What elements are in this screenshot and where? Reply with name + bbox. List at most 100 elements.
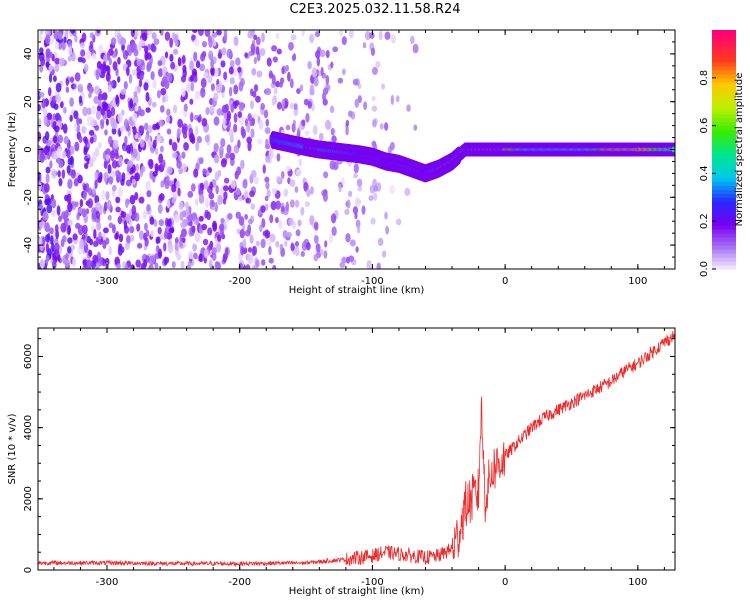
- snr-ylabel: SNR (10 * v/v): [7, 413, 18, 484]
- noise-speck: [95, 236, 99, 247]
- noise-speck: [271, 97, 276, 106]
- noise-speck: [341, 256, 348, 264]
- noise-speck: [210, 66, 215, 76]
- noise-speck: [88, 187, 93, 196]
- heatmap-xtick-label: -300: [96, 276, 119, 287]
- noise-speck: [123, 118, 129, 129]
- noise-speck: [222, 254, 227, 263]
- colorbar-swatch: [712, 65, 736, 71]
- noise-speck: [276, 153, 281, 162]
- heatmap-ytick-label: 20: [23, 95, 34, 108]
- colorbar-swatch: [712, 253, 736, 258]
- noise-speck: [368, 195, 374, 201]
- noise-speck: [121, 109, 125, 116]
- noise-speck: [370, 217, 376, 225]
- noise-speck: [171, 141, 178, 152]
- noise-speck: [379, 123, 384, 130]
- noise-speck: [341, 177, 345, 186]
- noise-speck: [279, 243, 284, 250]
- noise-speck: [354, 196, 361, 208]
- noise-speck: [331, 135, 337, 144]
- colorbar-swatch: [712, 193, 736, 198]
- noise-speck: [108, 222, 114, 229]
- noise-speck: [312, 124, 318, 136]
- noise-speck: [229, 152, 236, 161]
- noise-speck: [313, 221, 319, 231]
- noise-speck: [222, 185, 229, 192]
- noise-speck: [216, 263, 221, 269]
- noise-speck: [271, 45, 278, 52]
- noise-speck: [38, 182, 42, 192]
- noise-speck: [173, 214, 180, 223]
- colorbar-swatch: [712, 141, 736, 147]
- noise-speck: [372, 192, 378, 201]
- noise-speck: [355, 246, 359, 253]
- noise-speck: [126, 165, 131, 173]
- noise-speck: [101, 189, 106, 201]
- noise-speck: [126, 144, 132, 154]
- noise-speck: [39, 258, 46, 269]
- colorbar-swatch: [712, 97, 736, 103]
- noise-speck: [83, 190, 87, 201]
- noise-speck: [295, 246, 300, 257]
- noise-speck: [158, 219, 165, 227]
- noise-speck: [157, 68, 164, 77]
- noise-speck: [280, 206, 285, 212]
- noise-speck: [375, 61, 381, 68]
- noise-speck: [166, 108, 171, 116]
- noise-speck: [114, 256, 120, 266]
- noise-speck: [238, 81, 244, 92]
- noise-speck: [238, 216, 245, 226]
- noise-speck: [198, 30, 204, 37]
- noise-speck: [139, 169, 144, 178]
- noise-speck: [52, 135, 58, 144]
- noise-speck: [144, 222, 148, 231]
- noise-speck: [83, 63, 89, 73]
- noise-speck: [142, 210, 147, 220]
- heatmap-xtick-label: 0: [502, 276, 508, 287]
- noise-speck: [105, 118, 109, 126]
- noise-speck: [77, 86, 84, 93]
- noise-speck: [54, 41, 60, 50]
- noise-speck: [214, 67, 219, 78]
- noise-speck: [272, 264, 277, 269]
- noise-speck: [290, 243, 295, 251]
- noise-speck: [313, 76, 319, 87]
- noise-speck: [151, 32, 157, 40]
- noise-speck: [43, 115, 48, 126]
- noise-speck: [353, 172, 358, 179]
- noise-speck: [96, 221, 102, 231]
- noise-speck: [54, 57, 61, 65]
- noise-speck: [217, 52, 222, 59]
- noise-speck: [216, 243, 222, 253]
- noise-speck: [211, 252, 217, 261]
- noise-speck: [125, 198, 129, 209]
- noise-speck: [166, 128, 172, 135]
- noise-speck: [242, 238, 247, 249]
- noise-speck: [172, 152, 178, 159]
- noise-speck: [352, 78, 359, 86]
- noise-speck: [192, 30, 198, 34]
- noise-speck: [169, 53, 174, 62]
- noise-speck: [77, 174, 83, 184]
- noise-speck: [213, 116, 220, 126]
- noise-speck: [79, 42, 85, 49]
- noise-speck: [102, 61, 107, 70]
- noise-speck: [48, 73, 53, 83]
- noise-speck: [118, 233, 124, 243]
- noise-speck: [246, 123, 251, 133]
- figure-title: C2E3.2025.032.11.58.R24: [289, 2, 461, 17]
- noise-speck: [91, 207, 97, 215]
- colorbar-swatch: [712, 113, 736, 119]
- noise-speck: [193, 51, 198, 62]
- noise-speck: [250, 30, 255, 37]
- noise-speck: [280, 170, 285, 179]
- noise-speck: [179, 211, 184, 221]
- noise-speck: [332, 46, 339, 53]
- noise-speck: [136, 242, 143, 249]
- noise-speck: [210, 199, 215, 208]
- colorbar-swatch: [712, 77, 736, 83]
- noise-speck: [255, 46, 260, 56]
- noise-speck: [166, 199, 171, 209]
